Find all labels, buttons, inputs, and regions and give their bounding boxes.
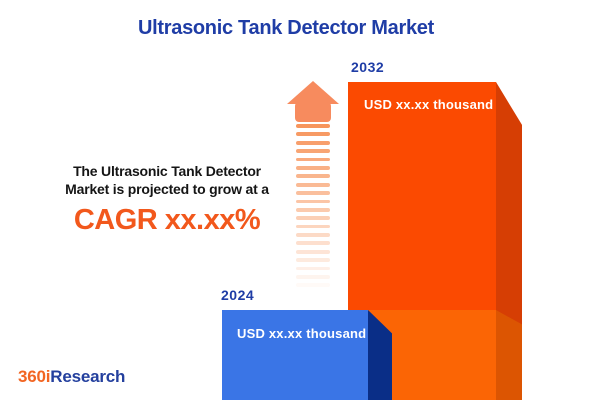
bar-2024-value-label: USD xx.xx thousand — [237, 326, 367, 341]
logo-360i: 360i — [18, 367, 51, 386]
company-logo: 360iResearch — [18, 367, 125, 387]
annotation-block: The Ultrasonic Tank Detector Market is p… — [31, 162, 303, 237]
growth-arrow-trail-icon — [296, 124, 330, 292]
cagr-text: CAGR xx.xx% — [73, 204, 261, 236]
bar-2032-value-label: USD xx.xx thousand — [364, 97, 494, 112]
growth-arrow-icon — [287, 81, 339, 122]
bar-2024-face — [222, 310, 368, 400]
bar-2032-year-label: 2032 — [351, 59, 385, 75]
page-title: Ultrasonic Tank Detector Market — [138, 17, 434, 39]
bar-2024-year-label: 2024 — [221, 287, 255, 303]
bar-2032-base-segment-side — [496, 310, 522, 400]
annotation-line-1: The Ultrasonic Tank Detector — [73, 163, 261, 179]
logo-research: Research — [50, 367, 126, 386]
annotation-line-2: Market is projected to grow at a — [65, 181, 269, 197]
